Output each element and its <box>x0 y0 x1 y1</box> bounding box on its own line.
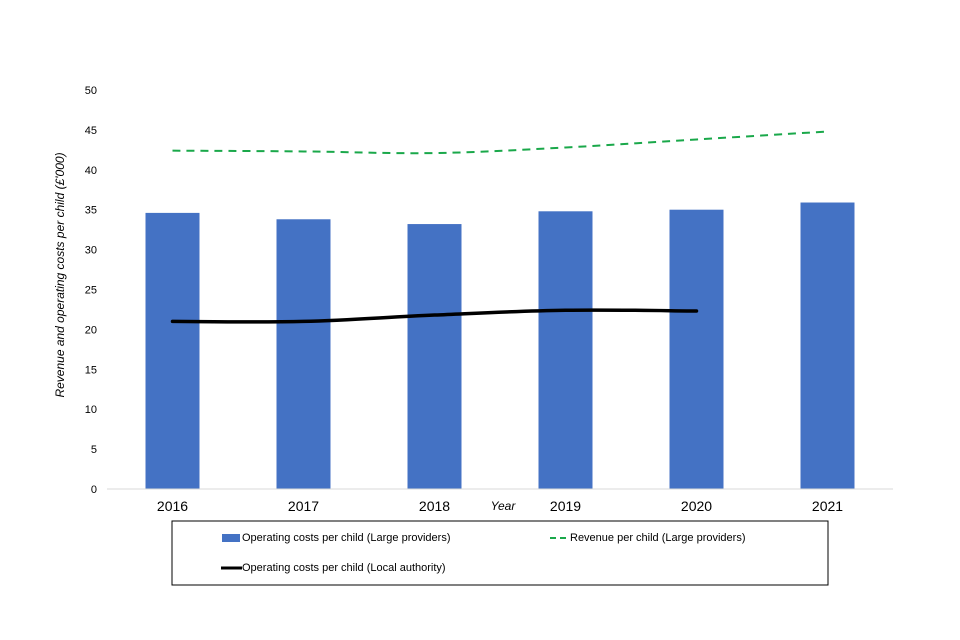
y-tick-label: 50 <box>85 85 97 97</box>
y-tick-label: 35 <box>85 205 97 217</box>
y-tick-label: 40 <box>85 165 97 177</box>
x-axis-title: Year <box>491 499 517 513</box>
bar <box>538 211 593 489</box>
y-tick-label: 30 <box>85 245 97 257</box>
revenue-line <box>172 130 828 155</box>
x-axis-ticks: 2016 2017 2018 2019 2020 2021 <box>157 498 843 514</box>
bar <box>800 202 855 489</box>
operating-local-line <box>170 308 699 324</box>
y-axis-title: Revenue and operating costs per child (£… <box>53 152 67 397</box>
x-tick-label: 2021 <box>812 498 843 514</box>
legend-box <box>171 520 829 586</box>
bar <box>145 212 200 489</box>
legend-label-operating-local: Operating costs per child (Local authori… <box>242 562 446 574</box>
y-axis-ticks: 0 5 10 15 20 25 30 35 40 45 50 <box>85 85 97 496</box>
bar <box>407 224 462 489</box>
legend: Operating costs per child (Large provide… <box>171 520 829 586</box>
legend-label-revenue-large: Revenue per child (Large providers) <box>570 532 745 544</box>
y-tick-label: 0 <box>91 484 97 496</box>
y-tick-label: 25 <box>85 285 97 297</box>
y-tick-label: 10 <box>85 404 97 416</box>
legend-label-operating-large: Operating costs per child (Large provide… <box>242 532 450 544</box>
legend-swatch-bar <box>222 534 240 542</box>
x-tick-label: 2020 <box>681 498 712 514</box>
bar <box>276 219 331 489</box>
y-tick-label: 15 <box>85 364 97 376</box>
y-tick-label: 20 <box>85 324 97 336</box>
x-tick-label: 2016 <box>157 498 188 514</box>
x-tick-label: 2018 <box>419 498 450 514</box>
bar <box>669 209 724 489</box>
line-series <box>170 130 828 324</box>
y-tick-label: 45 <box>85 125 97 137</box>
x-tick-label: 2017 <box>288 498 319 514</box>
bar-series <box>145 202 855 489</box>
y-tick-label: 5 <box>91 444 97 456</box>
x-tick-label: 2019 <box>550 498 581 514</box>
